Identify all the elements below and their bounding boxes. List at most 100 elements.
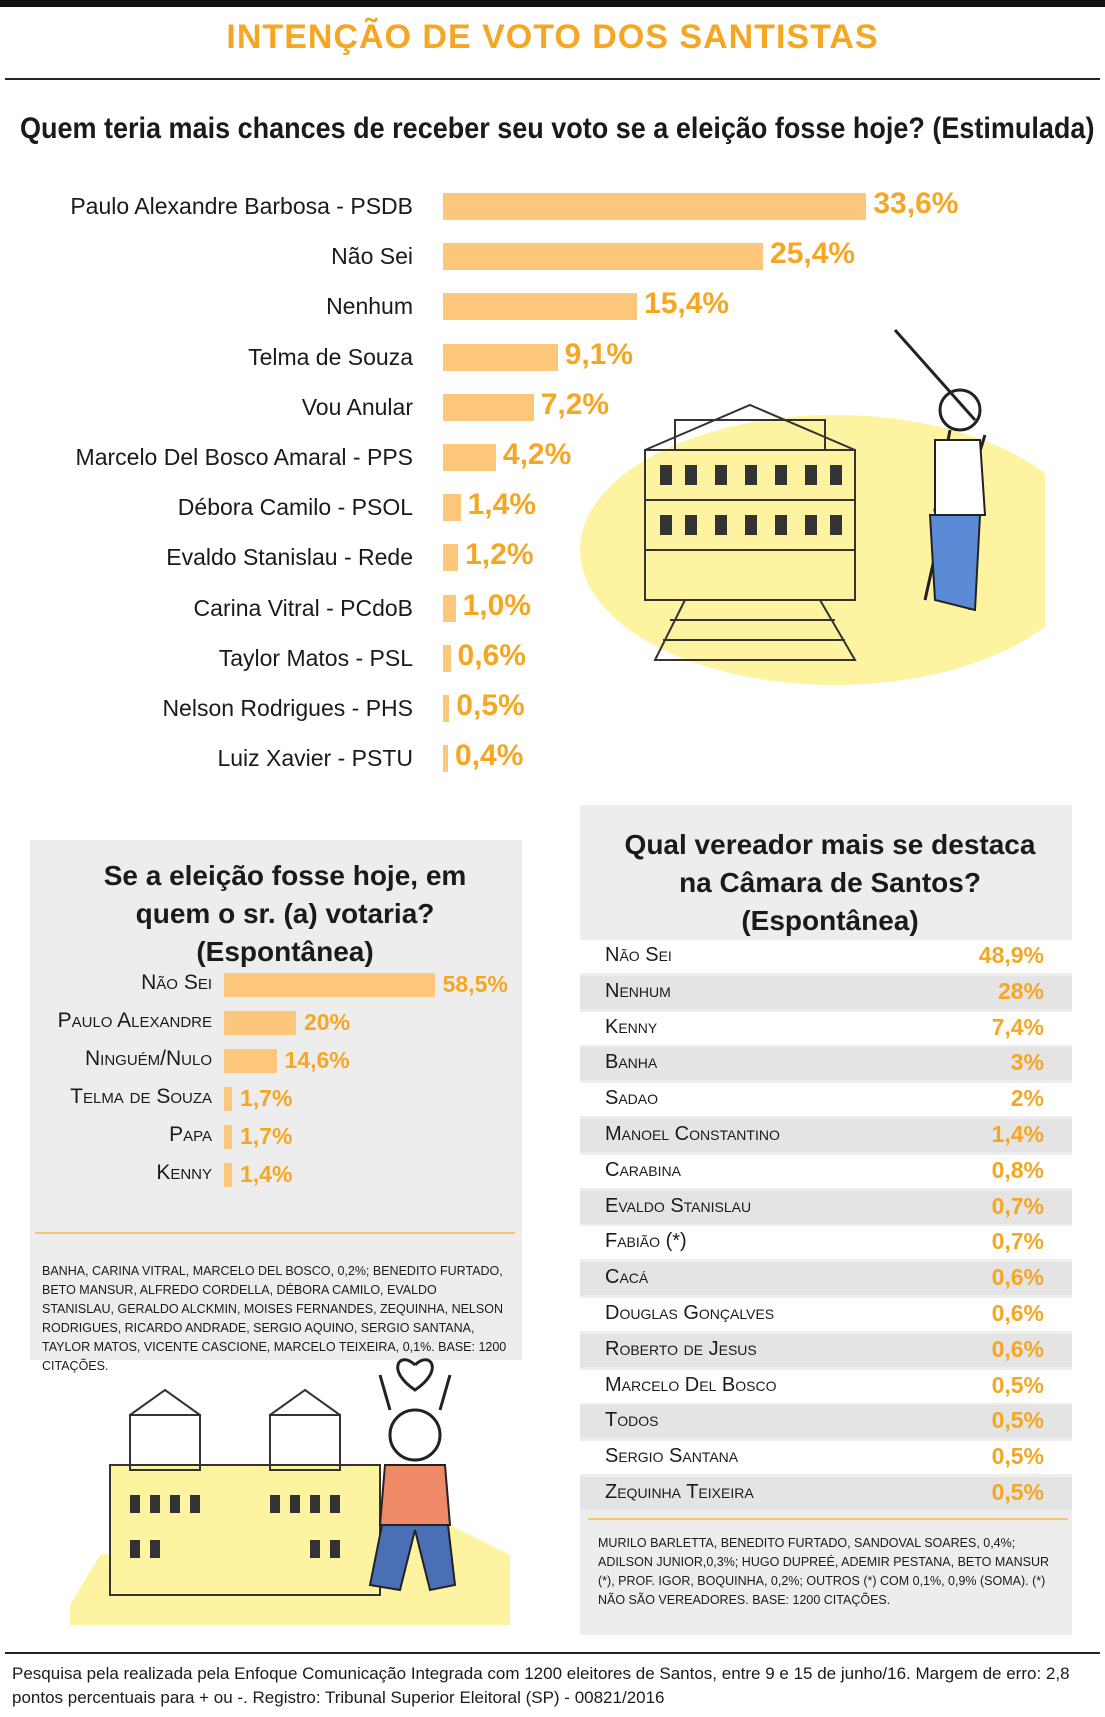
footer-text: Pesquisa pela realizada pela Enfoque Com… bbox=[12, 1664, 1070, 1707]
chart2-bar bbox=[224, 1163, 232, 1187]
councilor-table-row: Marcelo Del Bosco 0,5% bbox=[580, 1369, 1072, 1403]
councilor-table-row: Zequinha Teixeira 0,5% bbox=[580, 1477, 1072, 1510]
chart1-category-label: Débora Camilo - PSOL bbox=[177, 494, 413, 521]
chart2-category-label: Ninguém/Nulo bbox=[84, 1047, 212, 1070]
chart1-category-label: Taylor Matos - PSL bbox=[218, 644, 413, 671]
councilor-value: 0,6% bbox=[991, 1264, 1044, 1291]
chart2-bar bbox=[224, 973, 435, 997]
chart1-bar bbox=[443, 644, 451, 672]
building-illustration-icon bbox=[580, 329, 1045, 685]
chart3-title: Qual vereador mais se destaca na Câmara … bbox=[624, 829, 1036, 936]
chart1-value-label: 1,2% bbox=[465, 538, 534, 572]
councilor-name: Não Sei bbox=[605, 944, 672, 966]
chart1-bar bbox=[443, 494, 461, 522]
chart3-divider bbox=[588, 1518, 1068, 1520]
chart1-value-label: 1,0% bbox=[462, 588, 531, 622]
councilor-name: Banha bbox=[605, 1051, 658, 1074]
councilor-name: Manoel Constantino bbox=[605, 1123, 780, 1145]
spontaneous-vote-panel bbox=[30, 840, 522, 1360]
chart2-category-label: Não Sei bbox=[141, 971, 212, 994]
councilor-value: 3% bbox=[1010, 1049, 1044, 1076]
chart1-category-label: Luiz Xavier - PSTU bbox=[217, 745, 413, 772]
chart1-value-label: 4,2% bbox=[502, 438, 572, 471]
chart2-title: Se a eleição fosse hoje, em quem o sr. (… bbox=[103, 860, 467, 967]
chart1-category-label: Marcelo Del Bosco Amaral - PPS bbox=[75, 444, 413, 470]
councilor-value: 2% bbox=[1010, 1085, 1044, 1112]
chart1-bar bbox=[443, 544, 459, 572]
councilor-name: Todos bbox=[605, 1409, 659, 1432]
councilor-name: Douglas Gonçalves bbox=[605, 1302, 775, 1324]
councilor-table-row: Sergio Santana 0,5% bbox=[580, 1441, 1072, 1475]
chart1-value-label: 33,6% bbox=[873, 187, 959, 220]
councilor-name: Carabina bbox=[605, 1158, 681, 1181]
chart2-value-label: 58,5% bbox=[442, 971, 508, 997]
chart2-bar bbox=[224, 1125, 232, 1149]
councilor-name: Sadao bbox=[605, 1087, 659, 1110]
councilor-table-row: Cacá 0,6% bbox=[580, 1262, 1072, 1296]
chart2-value-label: 1,4% bbox=[240, 1161, 293, 1187]
chart1-category-label: Não Sei bbox=[331, 243, 413, 270]
councilor-name: Cacá bbox=[605, 1266, 649, 1289]
councilor-table-row: Todos 0,5% bbox=[580, 1405, 1072, 1439]
councilor-table-row: Fabião (*) 0,7% bbox=[580, 1226, 1072, 1260]
councilor-value: 0,8% bbox=[991, 1156, 1044, 1183]
footer-divider bbox=[5, 1652, 1100, 1654]
councilor-name: Evaldo Stanislau bbox=[605, 1194, 752, 1217]
chart2-note: BANHA, CARINA VITRAL, MARCELO DEL BOSCO,… bbox=[42, 1264, 507, 1373]
chart1-bar-chart: Paulo Alexandre Barbosa - PSDB 33,6% Não S… bbox=[0, 185, 1105, 785]
councilor-value: 1,4% bbox=[991, 1121, 1044, 1147]
chart1-value-label: 0,4% bbox=[455, 739, 524, 773]
councilor-table-row: Carabina 0,8% bbox=[580, 1154, 1072, 1188]
chart1-category-label: Carina Vitral - PCdoB bbox=[193, 594, 413, 621]
councilor-value: 0,5% bbox=[991, 1371, 1044, 1398]
councilor-table-row: Manoel Constantino 1,4% bbox=[580, 1119, 1072, 1152]
councilor-name: Zequinha Teixeira bbox=[605, 1481, 754, 1503]
councilor-value: 7,4% bbox=[991, 1013, 1044, 1040]
councilor-value: 0,5% bbox=[991, 1407, 1044, 1434]
chart1-value-label: 0,5% bbox=[456, 689, 525, 722]
chart2-bar bbox=[224, 1049, 277, 1073]
councilor-name: Sergio Santana bbox=[605, 1445, 739, 1468]
mayor-celebrating-illustration-icon bbox=[70, 1358, 510, 1625]
chart2-category-label: Kenny bbox=[156, 1161, 212, 1184]
chart2-value-label: 20% bbox=[304, 1009, 351, 1035]
councilor-table-row: Douglas Gonçalves 0,6% bbox=[580, 1298, 1072, 1331]
title-divider bbox=[5, 78, 1100, 80]
councilor-name: Kenny bbox=[605, 1015, 658, 1038]
chart2-divider bbox=[35, 1232, 515, 1234]
chart1-bar bbox=[443, 393, 534, 421]
chart2-value-label: 1,7% bbox=[240, 1085, 293, 1111]
page-title: INTENÇÃO DE VOTO DOS SANTISTAS bbox=[226, 18, 879, 56]
councilor-table-row: Sadao 2% bbox=[580, 1083, 1072, 1117]
councilor-name: Nenhum bbox=[605, 979, 671, 1002]
chart1-category-label: Nelson Rodrigues - PHS bbox=[162, 695, 413, 721]
chart1-value-label: 0,6% bbox=[457, 638, 526, 672]
chart1-bar bbox=[443, 745, 449, 773]
chart2-category-label: Paulo Alexandre bbox=[57, 1009, 212, 1032]
chart2-bar bbox=[224, 1087, 232, 1111]
chart1-bar bbox=[443, 695, 450, 722]
chart1-category-label: Nenhum bbox=[326, 293, 413, 320]
chart1-bar bbox=[443, 594, 456, 622]
chart1-bar bbox=[443, 243, 764, 271]
councilor-value: 0,5% bbox=[991, 1479, 1044, 1505]
chart1-bar bbox=[443, 444, 496, 471]
chart1-bar bbox=[443, 293, 638, 321]
top-border bbox=[0, 0, 1105, 7]
councilor-table-row: Nenhum 28% bbox=[580, 975, 1072, 1009]
councilor-name: Marcelo Del Bosco bbox=[605, 1373, 777, 1396]
councilor-table-row: Banha 3% bbox=[580, 1047, 1072, 1081]
councilor-value: 0,7% bbox=[991, 1228, 1044, 1255]
chart1-value-label: 1,4% bbox=[467, 488, 537, 522]
chart2-category-label: Telma de Souza bbox=[70, 1085, 212, 1108]
chart1-title: Quem teria mais chances de receber seu v… bbox=[20, 112, 1095, 145]
councilor-table-row: Roberto de Jesus 0,6% bbox=[580, 1333, 1072, 1367]
chart2-value-label: 1,7% bbox=[240, 1123, 293, 1149]
chart1-category-label: Evaldo Stanislau - Rede bbox=[166, 544, 413, 571]
councilor-table-row: Não Sei 48,9% bbox=[580, 940, 1072, 973]
chart1-bar bbox=[443, 193, 867, 220]
councilor-name: Roberto de Jesus bbox=[605, 1337, 757, 1360]
chart2-bar bbox=[224, 1011, 296, 1035]
chart1-category-label: Telma de Souza bbox=[248, 343, 413, 370]
chart1-bar bbox=[443, 343, 558, 371]
